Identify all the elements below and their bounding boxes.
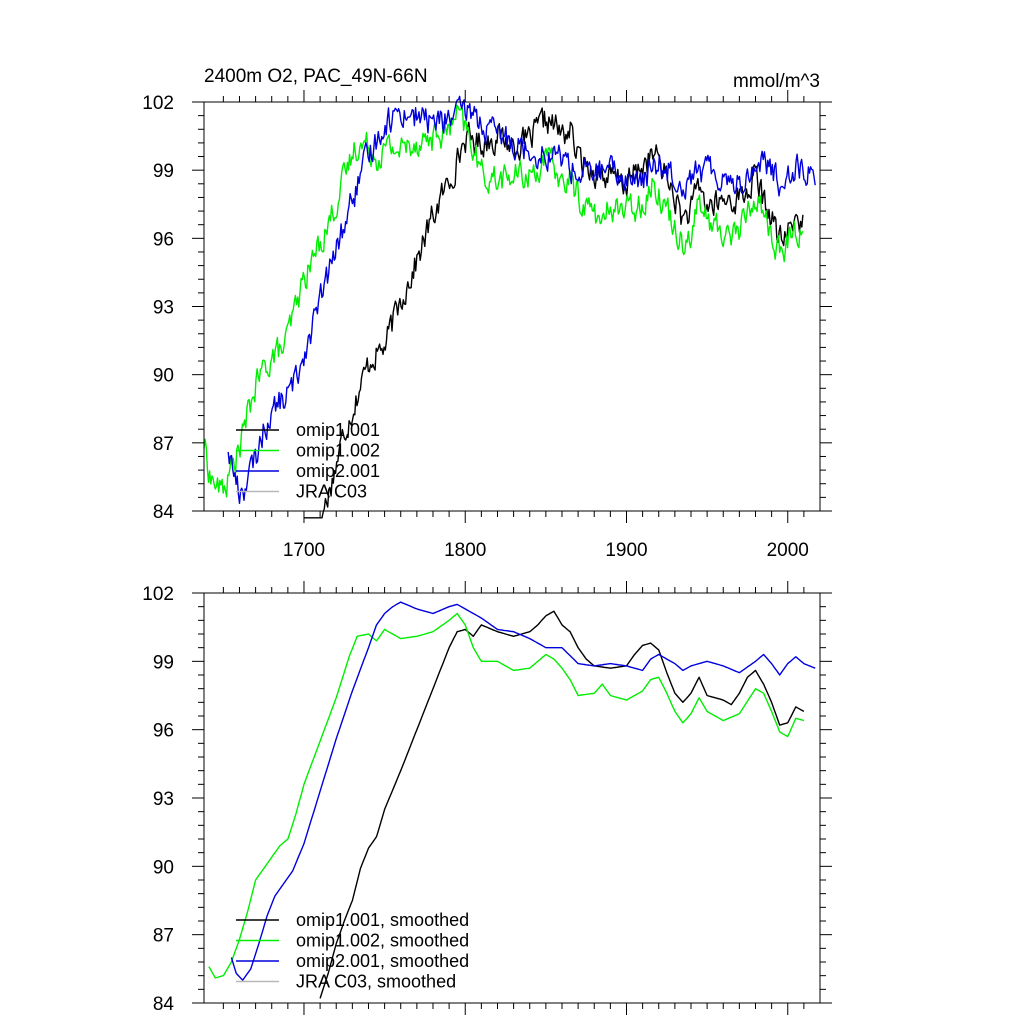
y-tick-label: 90 — [153, 857, 174, 878]
x-tick-label: 1700 — [283, 540, 325, 561]
series-line-omip1-002 — [208, 612, 805, 979]
y-tick-label: 84 — [153, 502, 175, 523]
y-tick-label: 96 — [153, 721, 174, 742]
x-tick-label: 2000 — [767, 540, 809, 561]
y-tick-label: 87 — [153, 926, 174, 947]
top-plot-area: 84 87 90 93 96 99 102 1700 1800 1900 2000 omip1.001… — [142, 90, 832, 561]
series-line-omip1-002 — [203, 104, 804, 498]
legend-label: omip2.001, smoothed — [296, 951, 469, 971]
bottom-plot-area: 84 87 90 93 96 99 102 omip1.001, smoothedomip1.… — [142, 581, 832, 1015]
x-tick-label: 1900 — [605, 540, 647, 561]
legend-label: omip1.001 — [296, 420, 380, 440]
y-tick-label: 90 — [153, 366, 174, 387]
legend-label: omip2.001 — [296, 461, 380, 481]
y-tick-label: 99 — [153, 161, 174, 182]
series-line-omip2-001 — [230, 601, 816, 981]
y-tick-label: 102 — [142, 93, 174, 114]
bottom-panel: 84 87 90 93 96 99 102 omip1.001, smoothedomip1.… — [142, 581, 832, 1015]
series-line-omip2-001 — [227, 95, 816, 504]
y-tick-label: 87 — [153, 434, 174, 455]
legend-label: omip1.002 — [296, 441, 380, 461]
legend-label: JRA C03, smoothed — [296, 972, 456, 992]
legend-label: omip1.001, smoothed — [296, 910, 469, 930]
series-line-omip1-001 — [304, 107, 804, 519]
top-panel: 2400m O2, PAC_49N-66N mmol/m^3 84 87 90 93 9… — [142, 66, 832, 561]
legend-label: JRA C03 — [296, 482, 367, 502]
chart-title: 2400m O2, PAC_49N-66N — [204, 66, 428, 87]
x-tick-label: 1800 — [444, 540, 486, 561]
y-tick-label: 84 — [153, 994, 175, 1015]
y-tick-label: 96 — [153, 229, 174, 250]
y-tick-label: 99 — [153, 652, 174, 673]
y-tick-label: 102 — [142, 584, 174, 605]
y-tick-label: 93 — [153, 789, 174, 810]
series-line-omip1-001 — [319, 610, 805, 999]
units-label: mmol/m^3 — [733, 71, 820, 92]
y-tick-label: 93 — [153, 298, 174, 319]
legend-label: omip1.002, smoothed — [296, 931, 469, 951]
